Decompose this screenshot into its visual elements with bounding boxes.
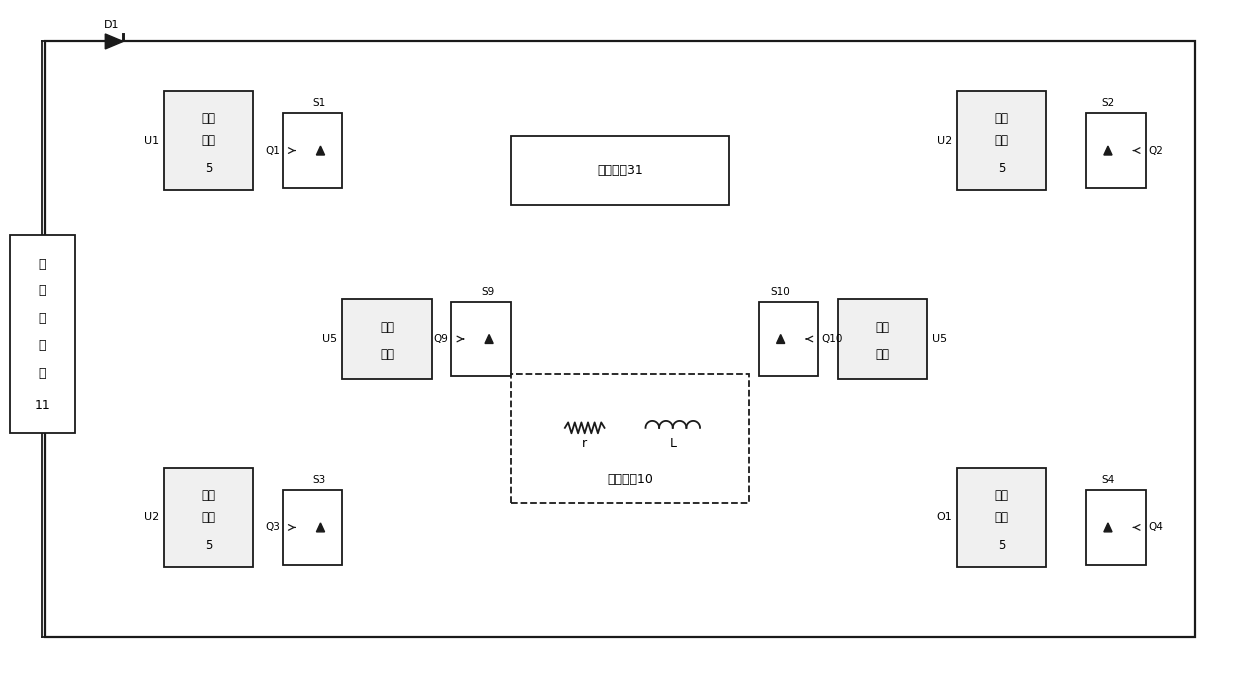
Bar bbox=[45, 42, 1195, 636]
Text: 驱动: 驱动 bbox=[379, 348, 394, 361]
Text: L: L bbox=[670, 437, 676, 450]
Text: 驱动: 驱动 bbox=[994, 511, 1009, 524]
Text: S1: S1 bbox=[312, 98, 326, 109]
Text: 光耦: 光耦 bbox=[994, 489, 1009, 502]
Text: 5: 5 bbox=[998, 162, 1006, 175]
Text: 发射线圈10: 发射线圈10 bbox=[608, 473, 652, 486]
Text: Q2: Q2 bbox=[1148, 146, 1163, 156]
Text: U5: U5 bbox=[932, 334, 947, 344]
Bar bbox=[957, 91, 1047, 190]
Bar bbox=[283, 113, 342, 188]
Text: 5: 5 bbox=[998, 539, 1006, 552]
Text: U2: U2 bbox=[144, 512, 159, 522]
Text: 驱动: 驱动 bbox=[875, 348, 890, 361]
Text: Q1: Q1 bbox=[265, 146, 280, 156]
Text: D1: D1 bbox=[103, 20, 119, 30]
Text: 联: 联 bbox=[38, 284, 46, 297]
Bar bbox=[342, 299, 432, 379]
Text: 光耦: 光耦 bbox=[379, 321, 394, 334]
Text: U2: U2 bbox=[937, 135, 952, 146]
Text: O1: O1 bbox=[936, 512, 952, 522]
Text: 驱动: 驱动 bbox=[994, 134, 1009, 147]
Text: 11: 11 bbox=[35, 399, 50, 412]
Bar bbox=[511, 373, 749, 503]
Bar bbox=[164, 91, 253, 190]
Text: 组: 组 bbox=[38, 367, 46, 380]
Text: S10: S10 bbox=[771, 287, 791, 297]
Bar bbox=[283, 490, 342, 565]
Bar bbox=[838, 299, 928, 379]
Text: 吸收电阻31: 吸收电阻31 bbox=[598, 164, 642, 177]
Polygon shape bbox=[1104, 523, 1112, 532]
Text: S2: S2 bbox=[1101, 98, 1115, 109]
Text: 驱动: 驱动 bbox=[201, 511, 216, 524]
Bar bbox=[1086, 113, 1146, 188]
Text: 光耦: 光耦 bbox=[201, 113, 216, 125]
Polygon shape bbox=[316, 523, 325, 532]
Text: Q4: Q4 bbox=[1148, 522, 1163, 532]
Bar bbox=[164, 468, 253, 567]
Bar bbox=[511, 135, 729, 205]
Bar bbox=[957, 468, 1047, 567]
Bar bbox=[759, 302, 818, 376]
Text: 光耦: 光耦 bbox=[994, 113, 1009, 125]
Bar bbox=[1086, 490, 1146, 565]
Text: S3: S3 bbox=[312, 475, 326, 485]
Text: 光耦: 光耦 bbox=[201, 489, 216, 502]
Text: 串: 串 bbox=[38, 258, 46, 271]
Polygon shape bbox=[105, 34, 123, 49]
Text: U1: U1 bbox=[144, 135, 159, 146]
Bar bbox=[451, 302, 511, 376]
Text: Q9: Q9 bbox=[434, 334, 449, 344]
Text: S4: S4 bbox=[1101, 475, 1115, 485]
Text: 光耦: 光耦 bbox=[875, 321, 890, 334]
Text: U5: U5 bbox=[322, 334, 337, 344]
Text: 电: 电 bbox=[38, 311, 46, 325]
Polygon shape bbox=[776, 334, 785, 344]
Text: 驱动: 驱动 bbox=[201, 134, 216, 147]
Text: Q10: Q10 bbox=[821, 334, 843, 344]
Polygon shape bbox=[485, 334, 494, 344]
Text: 5: 5 bbox=[205, 162, 212, 175]
Text: Q3: Q3 bbox=[265, 522, 280, 532]
Text: 池: 池 bbox=[38, 340, 46, 353]
Text: S9: S9 bbox=[481, 287, 495, 297]
Text: 5: 5 bbox=[205, 539, 212, 552]
Bar bbox=[10, 235, 74, 433]
Polygon shape bbox=[316, 146, 325, 155]
Text: r: r bbox=[582, 437, 588, 450]
Polygon shape bbox=[1104, 146, 1112, 155]
